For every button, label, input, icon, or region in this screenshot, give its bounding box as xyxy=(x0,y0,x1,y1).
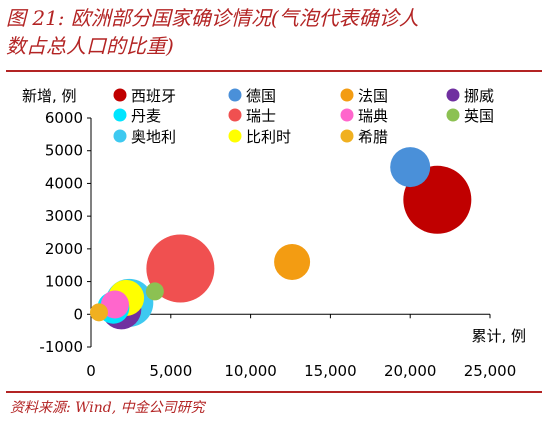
legend-marker xyxy=(113,88,127,102)
y-tick-label: 1000 xyxy=(45,273,83,291)
legend-label: 瑞士 xyxy=(246,107,276,125)
legend-marker xyxy=(340,129,354,143)
legend-label: 法国 xyxy=(358,87,388,105)
source-note: 资料来源: Wind, 中金公司研究 xyxy=(10,400,205,416)
x-tick-label: 5,000 xyxy=(149,362,192,380)
legend-label: 英国 xyxy=(464,107,494,125)
y-tick-label: 6000 xyxy=(45,109,83,127)
legend-label: 奥地利 xyxy=(131,128,176,146)
x-tick-label: 0 xyxy=(86,362,96,380)
x-tick-label: 15,000 xyxy=(304,362,357,380)
x-tick-label: 25,000 xyxy=(464,362,517,380)
bubble-瑞典 xyxy=(100,290,129,319)
y-tick-label: -1000 xyxy=(39,338,83,356)
title-line-1: 图 21: 欧洲部分国家确诊情况(气泡代表确诊人 xyxy=(6,6,419,30)
legend-marker xyxy=(446,88,460,102)
y-tick-label: 4000 xyxy=(45,174,83,192)
bubble-瑞士 xyxy=(146,234,215,303)
source-rule xyxy=(6,391,542,393)
legend-marker xyxy=(113,108,127,122)
chart-title: 图 21: 欧洲部分国家确诊情况(气泡代表确诊人 数占总人口的比重) xyxy=(6,4,542,60)
title-rule xyxy=(6,70,542,72)
x-tick-label: 20,000 xyxy=(384,362,437,380)
bubble-希腊 xyxy=(89,303,108,322)
legend-marker xyxy=(228,88,242,102)
legend-label: 挪威 xyxy=(464,87,494,105)
y-tick-label: 2000 xyxy=(45,240,83,258)
bubbles xyxy=(89,147,472,330)
bubble-法国 xyxy=(274,243,311,280)
y-axis-label: 新增, 例 xyxy=(22,87,77,105)
legend-label: 希腊 xyxy=(358,128,388,146)
y-tick-label: 0 xyxy=(73,305,83,323)
legend-label: 瑞典 xyxy=(358,107,388,125)
legend-marker xyxy=(113,129,127,143)
legend-marker xyxy=(446,108,460,122)
x-tick-label: 10,000 xyxy=(224,362,277,380)
y-tick-label: 5000 xyxy=(45,142,83,160)
legend-label: 丹麦 xyxy=(131,107,161,125)
legend-marker xyxy=(228,129,242,143)
legend-marker xyxy=(340,108,354,122)
legend-label: 德国 xyxy=(246,87,276,105)
y-tick-label: 3000 xyxy=(45,207,83,225)
bubble-德国 xyxy=(390,147,431,188)
legend-marker xyxy=(340,88,354,102)
bubble-英国 xyxy=(145,282,164,301)
legend-label: 西班牙 xyxy=(131,87,176,105)
legend-label: 比利时 xyxy=(246,128,291,146)
legend-marker xyxy=(228,108,242,122)
x-axis-label: 累计, 例 xyxy=(471,327,526,345)
title-line-2: 数占总人口的比重) xyxy=(6,34,174,58)
